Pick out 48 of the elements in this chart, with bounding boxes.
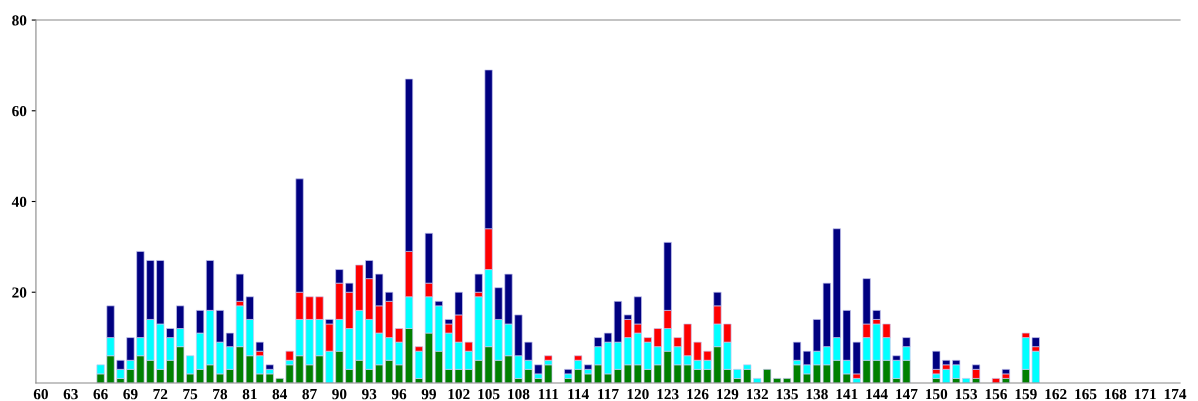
y-tick-label: 20 [12, 287, 27, 298]
x-tick-label: 168 [1105, 388, 1127, 400]
x-tick-label: 129 [717, 389, 739, 400]
x-tick-label: 105 [478, 388, 500, 400]
x-tick-label: 84 [272, 388, 288, 400]
x-tick-label: 66 [93, 389, 108, 400]
x-tick-label: 81 [242, 388, 257, 400]
x-tick-label: 159 [1015, 389, 1037, 400]
x-tick-label: 123 [657, 389, 679, 400]
x-tick-label: 117 [598, 389, 619, 400]
x-tick-label: 96 [391, 389, 407, 400]
bar [414, 350, 424, 379]
bar [792, 341, 802, 361]
x-tick-label: 99 [421, 389, 436, 400]
x-tick-label: 162 [1045, 389, 1067, 400]
x-tick-label: 72 [153, 389, 168, 400]
y-tick-label: 40 [11, 196, 27, 207]
x-tick-label: 114 [568, 389, 589, 400]
x-tick-label: 156 [985, 389, 1007, 400]
bar [544, 355, 553, 361]
x-tick-label: 60 [33, 388, 48, 400]
x-tick-label: 63 [63, 389, 78, 400]
x-tick-label: 111 [538, 389, 559, 400]
x-tick-label: 126 [687, 389, 709, 400]
x-tick-label: 135 [776, 389, 798, 400]
x-tick-label: 165 [1075, 389, 1097, 400]
x-tick-label: 150 [926, 388, 948, 400]
x-tick-label: 174 [1164, 389, 1187, 400]
x-tick-label: 153 [955, 389, 978, 400]
x-tick-label: 102 [448, 388, 470, 400]
x-tick-label: 147 [896, 389, 918, 400]
y-tick-label: 80 [12, 15, 27, 26]
x-tick-label: 90 [332, 388, 347, 400]
y-tick-label: 60 [12, 105, 27, 117]
bar [1001, 369, 1011, 375]
x-tick-label: 75 [183, 389, 198, 400]
x-tick-label: 78 [213, 388, 228, 400]
x-tick-label: 93 [362, 389, 377, 400]
x-tick-label: 144 [866, 389, 888, 400]
x-tick-label: 171 [1134, 389, 1156, 400]
x-tick-label: 87 [302, 388, 317, 400]
x-tick-label: 108 [508, 388, 530, 400]
x-tick-label: 69 [123, 389, 138, 400]
x-tick-label: 138 [806, 388, 828, 400]
bar [792, 364, 802, 383]
x-tick-label: 141 [836, 389, 858, 400]
x-tick-label: 132 [746, 389, 769, 400]
x-tick-label: 120 [627, 388, 649, 400]
